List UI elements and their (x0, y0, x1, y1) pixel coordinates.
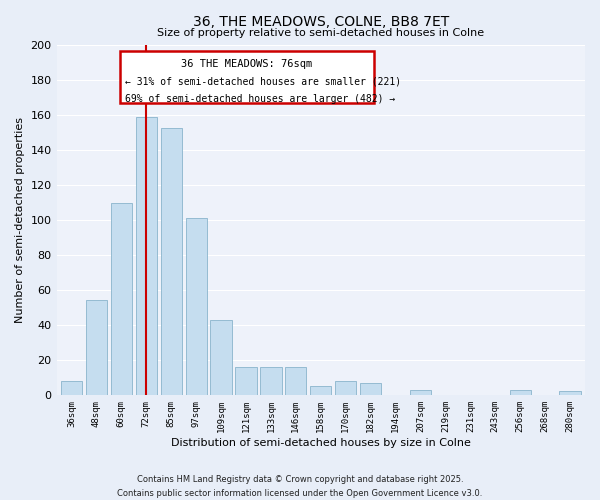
Bar (86, 300, 107, 395)
FancyBboxPatch shape (120, 50, 374, 103)
Bar (285, 367, 307, 395)
Text: 36 THE MEADOWS: 76sqm: 36 THE MEADOWS: 76sqm (181, 60, 313, 70)
Bar (310, 386, 331, 395)
Bar (211, 320, 232, 395)
X-axis label: Distribution of semi-detached houses by size in Colne: Distribution of semi-detached houses by … (171, 438, 471, 448)
Bar (410, 390, 431, 395)
Text: Size of property relative to semi-detached houses in Colne: Size of property relative to semi-detach… (157, 28, 484, 38)
Bar (111, 202, 132, 395)
Bar (360, 382, 381, 395)
Bar (260, 367, 281, 395)
Text: ← 31% of semi-detached houses are smaller (221): ← 31% of semi-detached houses are smalle… (125, 77, 401, 87)
Y-axis label: Number of semi-detached properties: Number of semi-detached properties (15, 117, 25, 323)
Bar (136, 117, 157, 395)
Title: 36, THE MEADOWS, COLNE, BB8 7ET: 36, THE MEADOWS, COLNE, BB8 7ET (193, 15, 449, 29)
Bar (185, 218, 207, 395)
Bar (509, 390, 531, 395)
Bar (559, 392, 581, 395)
Bar (335, 381, 356, 395)
Bar (161, 128, 182, 395)
Bar (61, 381, 82, 395)
Bar (235, 367, 257, 395)
Text: Contains HM Land Registry data © Crown copyright and database right 2025.
Contai: Contains HM Land Registry data © Crown c… (118, 476, 482, 498)
Text: 69% of semi-detached houses are larger (482) →: 69% of semi-detached houses are larger (… (125, 94, 395, 104)
